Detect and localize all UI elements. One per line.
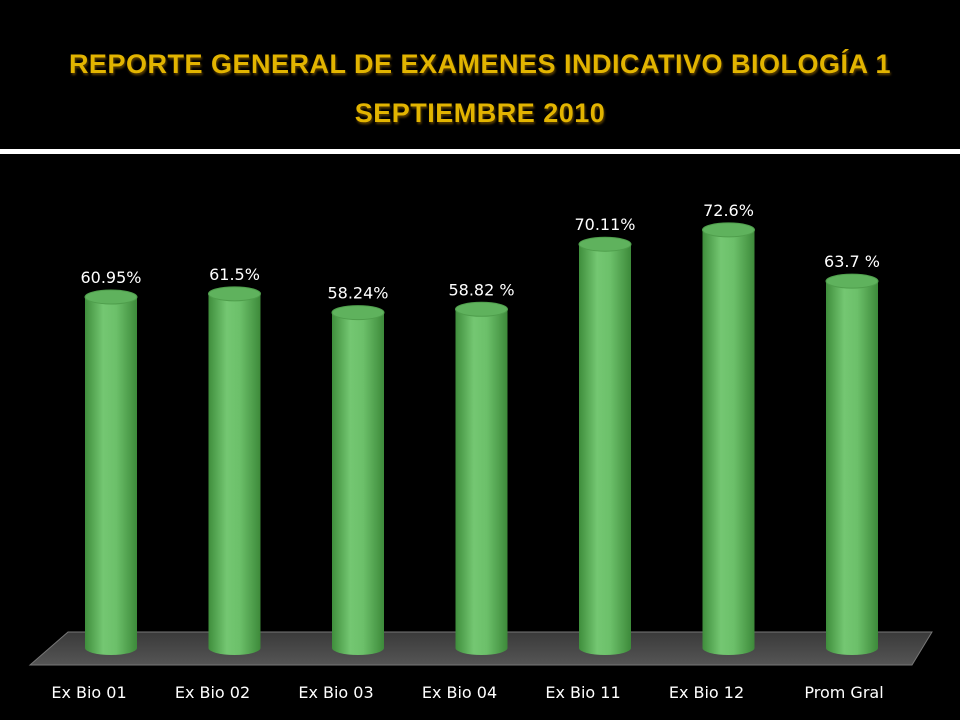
data-label: 61.5%: [209, 265, 260, 284]
category-label: Ex Bio 11: [545, 683, 620, 702]
bar-3: [331, 305, 385, 655]
category-label: Ex Bio 12: [669, 683, 744, 702]
title-line-2: SEPTIEMBRE 2010: [354, 98, 606, 128]
bar-body: [208, 293, 261, 656]
bar-body: [579, 244, 631, 656]
bar-body: [455, 309, 508, 656]
bar-cap: [455, 301, 508, 317]
bar-body: [826, 281, 878, 655]
bar-4: [455, 301, 508, 656]
bar-5: [578, 236, 632, 656]
data-label: 58.24%: [327, 284, 388, 303]
category-label: Ex Bio 02: [175, 683, 250, 702]
title-line-1: REPORTE GENERAL DE EXAMENES INDICATIVO B…: [68, 49, 892, 79]
bar-body: [332, 312, 384, 655]
bar-cap: [825, 273, 879, 289]
category-label: Ex Bio 01: [51, 683, 126, 702]
data-label: 72.6%: [703, 201, 754, 220]
bar-cap: [702, 222, 755, 238]
title-divider: [0, 149, 960, 154]
bar-1: [84, 289, 138, 655]
bar-cap: [578, 236, 632, 252]
bar-cap: [84, 289, 138, 305]
bar-6: [702, 222, 755, 656]
data-label: 63.7 %: [824, 252, 880, 271]
bar-cap: [208, 286, 261, 302]
category-label: Ex Bio 03: [298, 683, 373, 702]
bar-body: [702, 229, 755, 656]
category-label: Ex Bio 04: [422, 683, 497, 702]
bar-2: [208, 286, 261, 656]
category-label: Prom Gral: [804, 683, 883, 702]
chart-title: REPORTE GENERAL DE EXAMENES INDICATIVO B…: [0, 38, 960, 136]
bar-body: [85, 297, 137, 655]
data-label: 60.95%: [80, 268, 141, 287]
bar-7: [825, 273, 879, 655]
data-label: 58.82 %: [448, 280, 514, 299]
bar-cap: [331, 305, 385, 321]
data-label: 70.11%: [574, 215, 635, 234]
